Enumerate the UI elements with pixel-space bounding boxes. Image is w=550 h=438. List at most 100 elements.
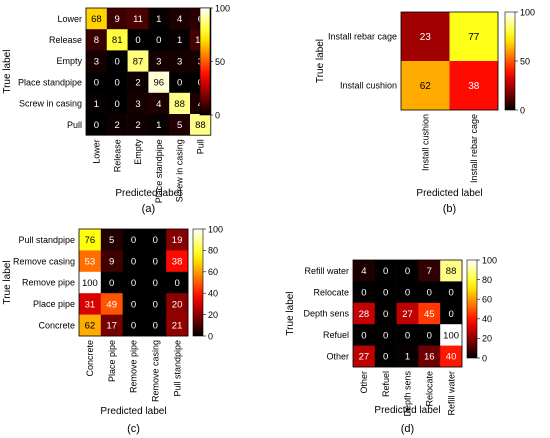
heatmap-cell xyxy=(86,114,108,136)
col-tick-label: Concrete xyxy=(85,340,95,377)
cell-value-label: 76 xyxy=(85,235,96,246)
cell-value-label: 0 xyxy=(153,235,158,246)
heatmap-cell xyxy=(79,293,102,315)
heatmap-cell xyxy=(127,114,149,136)
heatmap-cell xyxy=(122,250,145,273)
heatmap-panel-2: 23 77 62 38 Install rebar cage Install cushio… xyxy=(315,7,535,215)
heatmap-cell xyxy=(86,8,108,30)
cell-value-label: 100 xyxy=(443,330,459,341)
col-tick-label: Place standpipe xyxy=(154,139,164,203)
cell-value-label: 0 xyxy=(131,257,136,268)
cell-value-label: 45 xyxy=(424,309,435,320)
cell-value-label: 40 xyxy=(446,352,457,363)
col-tick-label: Other xyxy=(359,371,369,394)
colorbar-tick-label: 0 xyxy=(482,353,487,363)
panel-label: (b) xyxy=(443,203,456,215)
cell-value-label: 0 xyxy=(153,278,158,289)
heatmap-cell xyxy=(440,281,463,304)
cell-value-label: 27 xyxy=(359,352,370,363)
heatmap-cell xyxy=(353,324,376,346)
cell-value-label: 0 xyxy=(94,120,99,131)
heatmap-cell xyxy=(169,8,191,30)
row-tick-label: Relocate xyxy=(313,287,349,297)
heatmap-cell xyxy=(374,260,397,282)
heatmap-cell xyxy=(127,71,149,94)
heatmap-cell xyxy=(106,114,128,136)
heatmap-cell xyxy=(440,302,463,325)
cell-value-label: 4 xyxy=(177,14,182,25)
heatmap-cell xyxy=(440,324,463,346)
panel-label: (a) xyxy=(142,203,155,215)
cell-value-label: 4 xyxy=(156,99,161,110)
cell-value-label: 0 xyxy=(131,278,136,289)
cell-value-label: 88 xyxy=(195,120,206,131)
heatmap-cell xyxy=(440,260,463,282)
heatmap-cell xyxy=(449,12,499,62)
col-tick-label: Depth sens xyxy=(403,371,413,417)
colorbar xyxy=(466,259,478,359)
cell-value-label: 68 xyxy=(91,14,102,25)
heatmap-cell xyxy=(122,229,145,251)
row-tick-label: Place standpipe xyxy=(18,77,82,87)
cell-value-label: 27 xyxy=(402,309,413,320)
heatmap-cell xyxy=(79,250,102,273)
y-axis-title: True label xyxy=(2,50,13,94)
cell-value-label: 0 xyxy=(131,299,136,310)
cell-value-label: 62 xyxy=(85,321,96,332)
col-tick-label: Empty xyxy=(133,139,143,165)
heatmap-frame xyxy=(85,7,212,136)
x-axis-title: Predicted label xyxy=(416,188,482,199)
heatmap-cell xyxy=(106,29,128,51)
heatmap-cell xyxy=(169,92,191,115)
y-axis-title: True label xyxy=(315,39,326,83)
cell-value-label: 0 xyxy=(115,78,120,89)
colorbar-tick-label: 60 xyxy=(482,295,492,305)
cell-value-label: 0 xyxy=(109,278,114,289)
colorbar xyxy=(192,228,204,337)
row-tick-label: Refuel xyxy=(323,330,349,340)
cell-value-label: 20 xyxy=(172,299,183,310)
cell-value-label: 4 xyxy=(361,266,366,277)
cell-value-label: 88 xyxy=(174,99,185,110)
cell-value-label: 11 xyxy=(133,14,143,25)
cell-value-label: 0 xyxy=(153,257,158,268)
heatmap-cell xyxy=(418,260,441,282)
row-tick-label: Pull xyxy=(67,120,82,130)
row-tick-label: Release xyxy=(49,35,82,45)
panel-label: (d) xyxy=(401,423,414,435)
cell-value-label: 31 xyxy=(85,299,96,310)
cell-value-label: 0 xyxy=(405,288,410,299)
heatmap-cell xyxy=(100,271,123,294)
cell-value-label: 2 xyxy=(115,120,120,131)
heatmap-cell xyxy=(190,114,212,136)
cell-value-label: 0 xyxy=(177,78,182,89)
cell-value-label: 3 xyxy=(177,56,182,67)
heatmap-cell xyxy=(106,50,128,72)
heatmap-cell xyxy=(166,250,189,273)
cell-value-label: 0 xyxy=(383,330,388,341)
heatmap-cell xyxy=(418,302,441,325)
row-tick-label: Remove pipe xyxy=(22,278,75,288)
heatmap-cell xyxy=(106,92,128,115)
cell-value-label: 0 xyxy=(405,330,410,341)
heatmap-cell xyxy=(396,302,419,325)
cell-value-label: 3 xyxy=(156,56,161,67)
heatmap-cell xyxy=(100,229,123,251)
colorbar-tick-label: 0 xyxy=(520,105,525,115)
col-tick-label: Place pipe xyxy=(107,340,117,382)
cell-value-label: 0 xyxy=(383,309,388,320)
col-tick-label: Pull xyxy=(196,139,206,154)
heatmap-cell xyxy=(396,260,419,282)
cell-value-label: 62 xyxy=(420,81,432,92)
heatmap-cell xyxy=(86,71,108,94)
cell-value-label: 0 xyxy=(174,278,179,289)
heatmap-cell xyxy=(148,29,170,51)
colorbar-tick-label: 50 xyxy=(215,57,225,67)
cell-value-label: 81 xyxy=(112,35,123,46)
cell-value-label: 0 xyxy=(115,56,120,67)
cell-value-label: 0 xyxy=(383,352,388,363)
row-tick-label: Lower xyxy=(57,14,82,24)
row-tick-label: Screw in casing xyxy=(19,99,82,109)
